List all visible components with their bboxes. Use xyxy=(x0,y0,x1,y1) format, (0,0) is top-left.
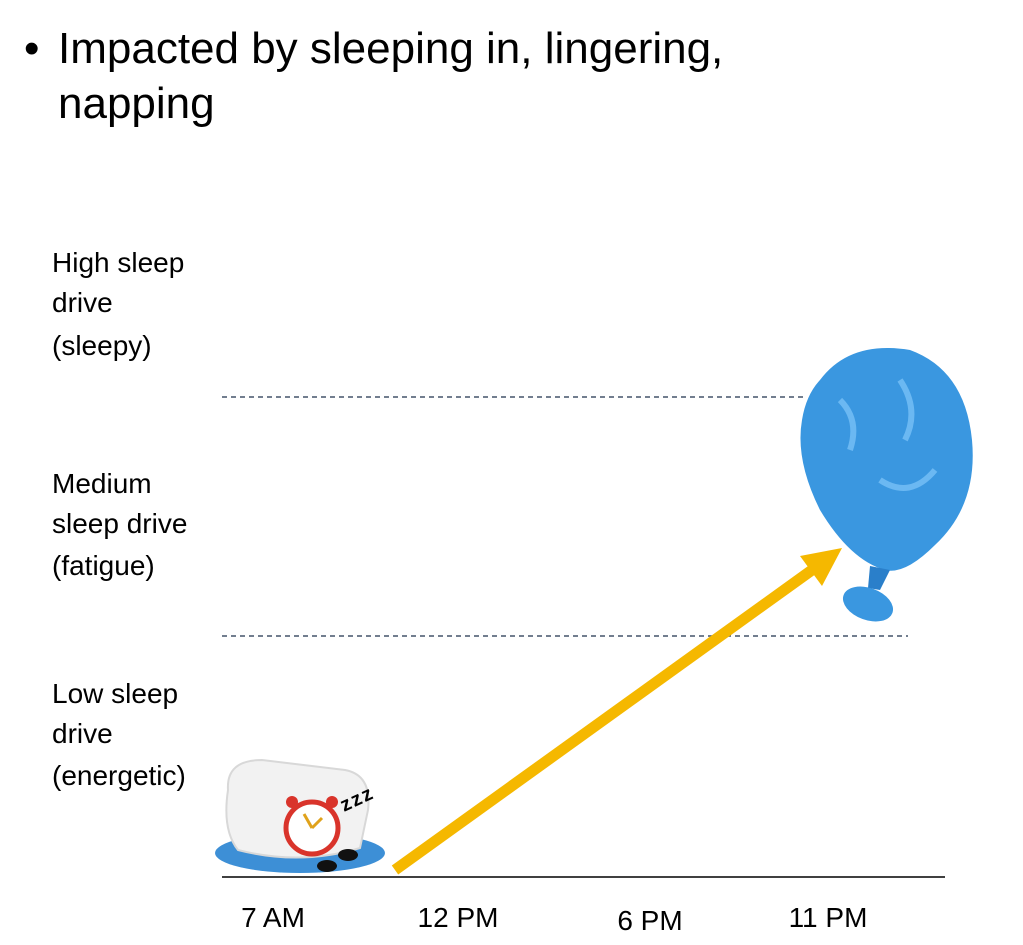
level-label: drive xyxy=(52,287,113,318)
sleeping-clock: z z z xyxy=(215,758,385,873)
level-label: (energetic) xyxy=(52,760,186,791)
time-label: 12 PM xyxy=(418,902,499,933)
level-label: (fatigue) xyxy=(52,550,155,581)
arrow xyxy=(391,548,842,875)
bullet-dot: • xyxy=(24,24,39,73)
balloon xyxy=(800,348,973,622)
bullet-text: Impacted by sleeping in, lingering, xyxy=(58,24,723,73)
time-label: 7 AM xyxy=(241,902,305,933)
level-label: Low sleep xyxy=(52,678,178,709)
level-label: sleep drive xyxy=(52,508,187,539)
bullet-text: napping xyxy=(58,79,215,128)
time-label: 11 PM xyxy=(789,902,868,933)
level-label: Medium xyxy=(52,468,152,499)
level-label: drive xyxy=(52,718,113,749)
level-label: High sleep xyxy=(52,247,184,278)
time-label: 6 PM xyxy=(617,905,682,936)
level-label: (sleepy) xyxy=(52,330,152,361)
